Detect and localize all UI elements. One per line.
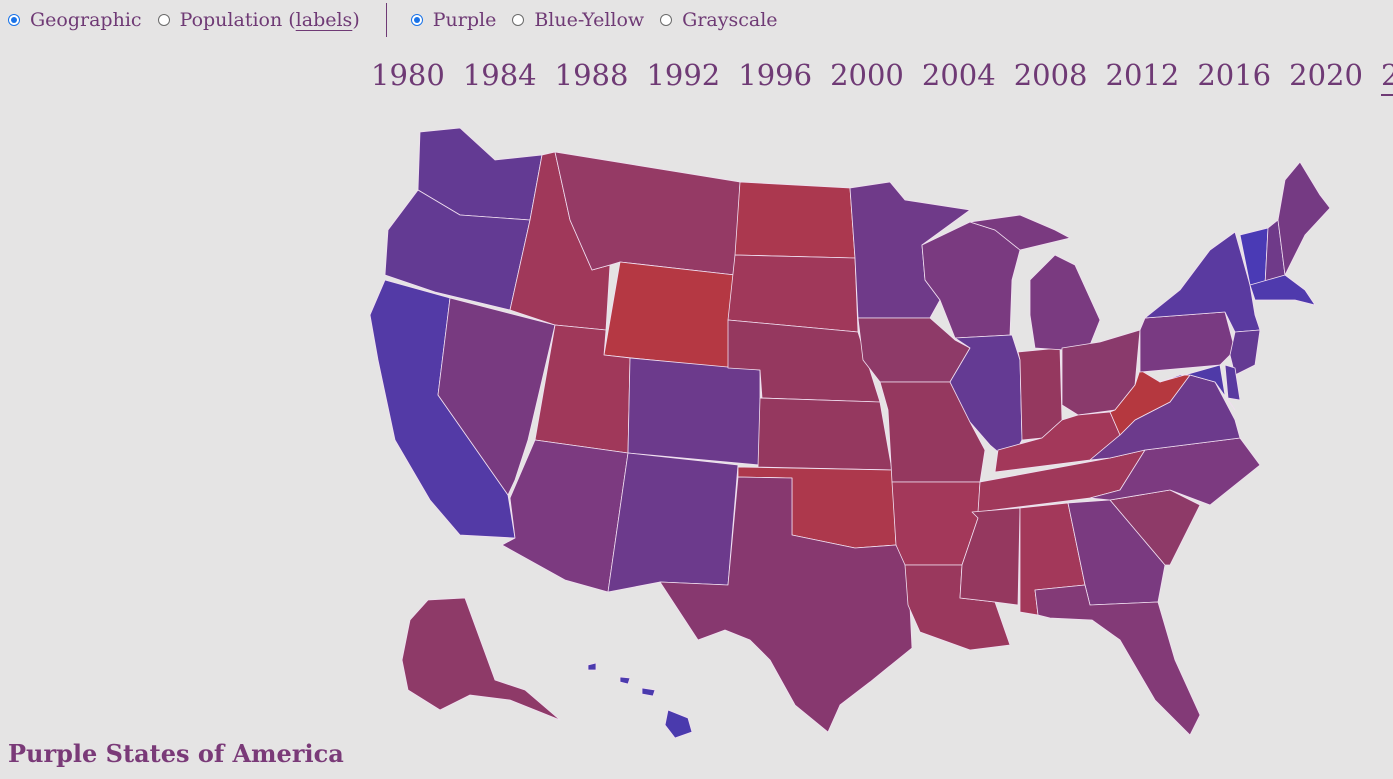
year-2000[interactable]: 2000	[830, 58, 904, 92]
purple-radio[interactable]	[410, 14, 423, 26]
options-divider	[385, 3, 387, 37]
geographic-label: Geographic	[30, 9, 142, 31]
state-FL[interactable]	[1034, 584, 1201, 736]
grayscale-label: Grayscale	[682, 9, 778, 31]
year-1992[interactable]: 1992	[646, 58, 721, 92]
geographic-option[interactable]: Geographic	[8, 9, 142, 31]
labels-link[interactable]: labels	[295, 9, 353, 31]
blue-yellow-label: Blue-Yellow	[534, 9, 645, 31]
state-OR[interactable]	[384, 189, 531, 311]
population-radio[interactable]	[157, 14, 170, 26]
year-2008[interactable]: 2008	[1013, 58, 1088, 92]
state-WY[interactable]	[603, 261, 736, 369]
year-2012[interactable]: 2012	[1105, 58, 1180, 92]
grayscale-option[interactable]: Grayscale	[660, 9, 778, 31]
population-label: Population (labels)	[180, 9, 360, 31]
year-2024[interactable]: 2024	[1380, 58, 1393, 96]
state-DE[interactable]	[1224, 364, 1241, 401]
state-HI[interactable]	[587, 662, 693, 739]
year-selector: 1980 1984 1988 1992 1996 2000 2004 2008 …	[362, 58, 1393, 96]
purple-option[interactable]: Purple	[410, 9, 497, 31]
state-MD[interactable]	[1159, 364, 1236, 411]
state-KS[interactable]	[757, 397, 893, 471]
state-NM[interactable]	[607, 452, 739, 593]
page-title: Purple States of America	[8, 739, 344, 768]
year-1984[interactable]: 1984	[462, 58, 537, 92]
state-PA[interactable]	[1139, 311, 1236, 373]
year-2004[interactable]: 2004	[921, 58, 996, 92]
year-1996[interactable]: 1996	[738, 58, 813, 92]
state-CO[interactable]	[627, 357, 761, 466]
state-TX[interactable]	[659, 476, 913, 733]
blue-yellow-radio[interactable]	[512, 14, 525, 26]
state-MA[interactable]	[1249, 274, 1316, 306]
map-options-bar: Geographic Population (labels) Purple Bl…	[8, 3, 794, 37]
state-ME[interactable]	[1277, 161, 1330, 276]
state-AK[interactable]	[401, 597, 561, 721]
state-WI[interactable]	[921, 221, 1021, 339]
geographic-radio[interactable]	[8, 14, 20, 26]
year-2020[interactable]: 2020	[1289, 58, 1363, 92]
grayscale-radio[interactable]	[660, 14, 673, 26]
population-label-close: )	[352, 9, 360, 31]
state-ND[interactable]	[734, 181, 856, 259]
us-states-map	[369, 127, 1330, 739]
population-option[interactable]: Population (labels)	[157, 9, 360, 31]
purple-label: Purple	[432, 9, 497, 31]
year-1980[interactable]: 1980	[371, 58, 445, 92]
state-NJ[interactable]	[1229, 329, 1261, 376]
blue-yellow-option[interactable]: Blue-Yellow	[512, 9, 644, 31]
year-2016[interactable]: 2016	[1197, 58, 1272, 92]
state-SD[interactable]	[727, 254, 859, 333]
population-label-text: Population (	[179, 9, 296, 31]
year-1988[interactable]: 1988	[554, 58, 629, 92]
